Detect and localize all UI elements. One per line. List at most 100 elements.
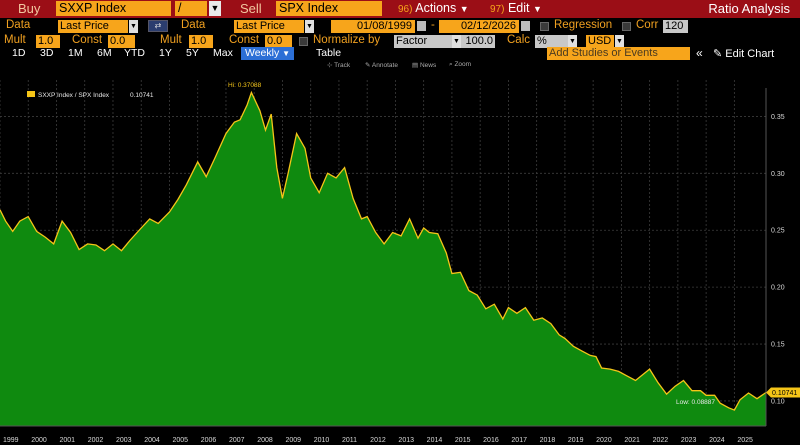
edit-chart-button[interactable]: ✎ Edit Chart [713, 47, 774, 60]
buy-ticker-field[interactable]: SXXP Index [56, 1, 171, 16]
data-field-1[interactable]: Last Price [58, 20, 128, 33]
mult-field-2[interactable]: 1.0 [189, 35, 213, 48]
data-params-row: Data Last Price ▼ ⇄ Data Last Price ▼ 01… [0, 19, 800, 34]
x-tick-label: 2005 [172, 437, 188, 444]
ratio-area-fill [0, 92, 766, 426]
swap-icon[interactable]: ⇄ [148, 20, 168, 32]
y-tick-labels: 0.35 0.30 0.25 0.20 0.15 0.10 [771, 114, 785, 406]
edit-chart-label: Edit Chart [725, 48, 775, 60]
period-bar: 1D 3D 1M 6M YTD 1Y 5Y Max Weekly ▼ Table… [0, 46, 800, 60]
x-tick-label: 2000 [31, 437, 47, 444]
period-1d[interactable]: 1D [12, 47, 26, 59]
data-dropdown-1-icon[interactable]: ▼ [129, 20, 138, 33]
mult-label-1: Mult [4, 34, 26, 46]
start-date-field[interactable]: 01/08/1999 [331, 20, 415, 33]
data-label-2: Data [181, 19, 206, 31]
start-calendar-icon[interactable] [417, 21, 426, 31]
ratio-chart[interactable]: 1999 2000 2001 2002 2003 2004 2005 2006 2007 2008… [0, 70, 800, 445]
normalize-method-field[interactable]: Factor [394, 35, 452, 48]
x-tick-label: 1999 [3, 437, 19, 444]
const-field-2[interactable]: 0.0 [265, 35, 292, 48]
x-tick-label: 2021 [624, 437, 640, 444]
end-calendar-icon[interactable] [521, 21, 530, 31]
currency-dropdown-icon[interactable]: ▼ [615, 35, 624, 48]
x-tick-label: 2017 [511, 437, 527, 444]
data-field-2[interactable]: Last Price [234, 20, 304, 33]
period-1y[interactable]: 1Y [159, 47, 172, 59]
news-icon: ▤ [412, 62, 419, 69]
last-value-label: 0.10741 [772, 390, 797, 397]
operator-dropdown-icon[interactable]: ▼ [209, 1, 221, 16]
x-tick-label: 2010 [314, 437, 330, 444]
y-tick-label: 0.10 [771, 398, 785, 405]
legend-swatch [27, 91, 35, 97]
regression-label: Regression [554, 19, 613, 31]
factor-field[interactable]: 100.0 [461, 35, 495, 48]
period-6m[interactable]: 6M [97, 47, 112, 59]
track-label: Track [334, 62, 351, 69]
table-button[interactable]: Table [316, 47, 342, 59]
x-tick-label: 2023 [681, 437, 697, 444]
x-tick-label: 2020 [596, 437, 612, 444]
legend-value: 0.10741 [130, 92, 154, 99]
period-1m[interactable]: 1M [68, 47, 83, 59]
x-tick-label: 2024 [709, 437, 725, 444]
sell-ticker-field[interactable]: SPX Index [276, 1, 382, 16]
add-studies-input[interactable]: Add Studies or Events [547, 47, 690, 60]
operator-field[interactable]: / [175, 1, 207, 16]
actions-num: 96) [398, 4, 413, 15]
mult-field-1[interactable]: 1.0 [36, 35, 60, 48]
end-date-field[interactable]: 02/12/2026 [439, 20, 519, 33]
track-tool[interactable]: ⊹ Track [327, 61, 350, 69]
x-tick-label: 2019 [568, 437, 584, 444]
x-tick-label: 2003 [116, 437, 132, 444]
normalize-checkbox[interactable] [299, 37, 308, 46]
x-tick-label: 2014 [427, 437, 443, 444]
edit-label: Edit [507, 1, 530, 15]
regression-checkbox[interactable] [540, 22, 549, 31]
x-tick-label: 2011 [342, 437, 357, 444]
actions-menu[interactable]: 96) Actions ▼ [398, 1, 469, 15]
calc-label: Calc [507, 34, 531, 46]
zoom-icon: ⌕ [449, 61, 453, 68]
sell-label: Sell [240, 1, 262, 16]
edit-menu[interactable]: 97) Edit ▼ [490, 1, 542, 15]
security-bar: Buy SXXP Index / ▼ Sell SPX Index 96) Ac… [0, 0, 800, 18]
corr-value-field[interactable]: 120 [663, 20, 688, 33]
calc-dropdown-icon[interactable]: ▼ [568, 35, 577, 48]
x-tick-label: 2018 [540, 437, 556, 444]
currency-field[interactable]: USD [586, 35, 614, 48]
news-tool[interactable]: ▤ News [412, 61, 436, 69]
annotate-tool[interactable]: ✎ Annotate [365, 61, 398, 69]
ratio-line [0, 90, 767, 411]
mult-label-2: Mult [160, 34, 182, 46]
normalize-dropdown-icon[interactable]: ▼ [452, 35, 461, 48]
y-tick-label: 0.25 [771, 228, 785, 235]
x-tick-label: 2025 [737, 437, 753, 444]
zoom-tool[interactable]: ⌕ Zoom [449, 61, 471, 69]
annotate-label: Annotate [371, 62, 398, 69]
annotate-icon: ✎ [365, 62, 371, 69]
x-tick-label: 2012 [370, 437, 386, 444]
period-5y[interactable]: 5Y [186, 47, 199, 59]
x-tick-label: 2015 [455, 437, 471, 444]
actions-chevron-icon: ▼ [459, 4, 469, 14]
period-3d[interactable]: 3D [40, 47, 54, 59]
frequency-dropdown[interactable]: Weekly ▼ [241, 47, 295, 60]
collapse-icon[interactable]: « [696, 46, 703, 60]
period-max[interactable]: Max [213, 47, 233, 59]
y-tick-label: 0.35 [771, 114, 785, 121]
data-dropdown-2-icon[interactable]: ▼ [305, 20, 314, 33]
normalize-label: Normalize by [313, 34, 381, 46]
y-tick-label: 0.30 [771, 171, 785, 178]
period-ytd[interactable]: YTD [124, 47, 145, 59]
x-tick-labels: 1999 2000 2001 2002 2003 2004 2005 2006 2007 2008… [3, 437, 753, 444]
corr-checkbox[interactable] [622, 22, 631, 31]
calc-field[interactable]: % [535, 35, 568, 48]
x-tick-label: 2009 [285, 437, 301, 444]
x-tick-label: 2001 [59, 437, 75, 444]
actions-label: Actions [415, 1, 457, 15]
const-field-1[interactable]: 0.0 [108, 35, 135, 48]
x-tick-label: 2007 [229, 437, 245, 444]
const-label-2: Const [229, 34, 260, 46]
